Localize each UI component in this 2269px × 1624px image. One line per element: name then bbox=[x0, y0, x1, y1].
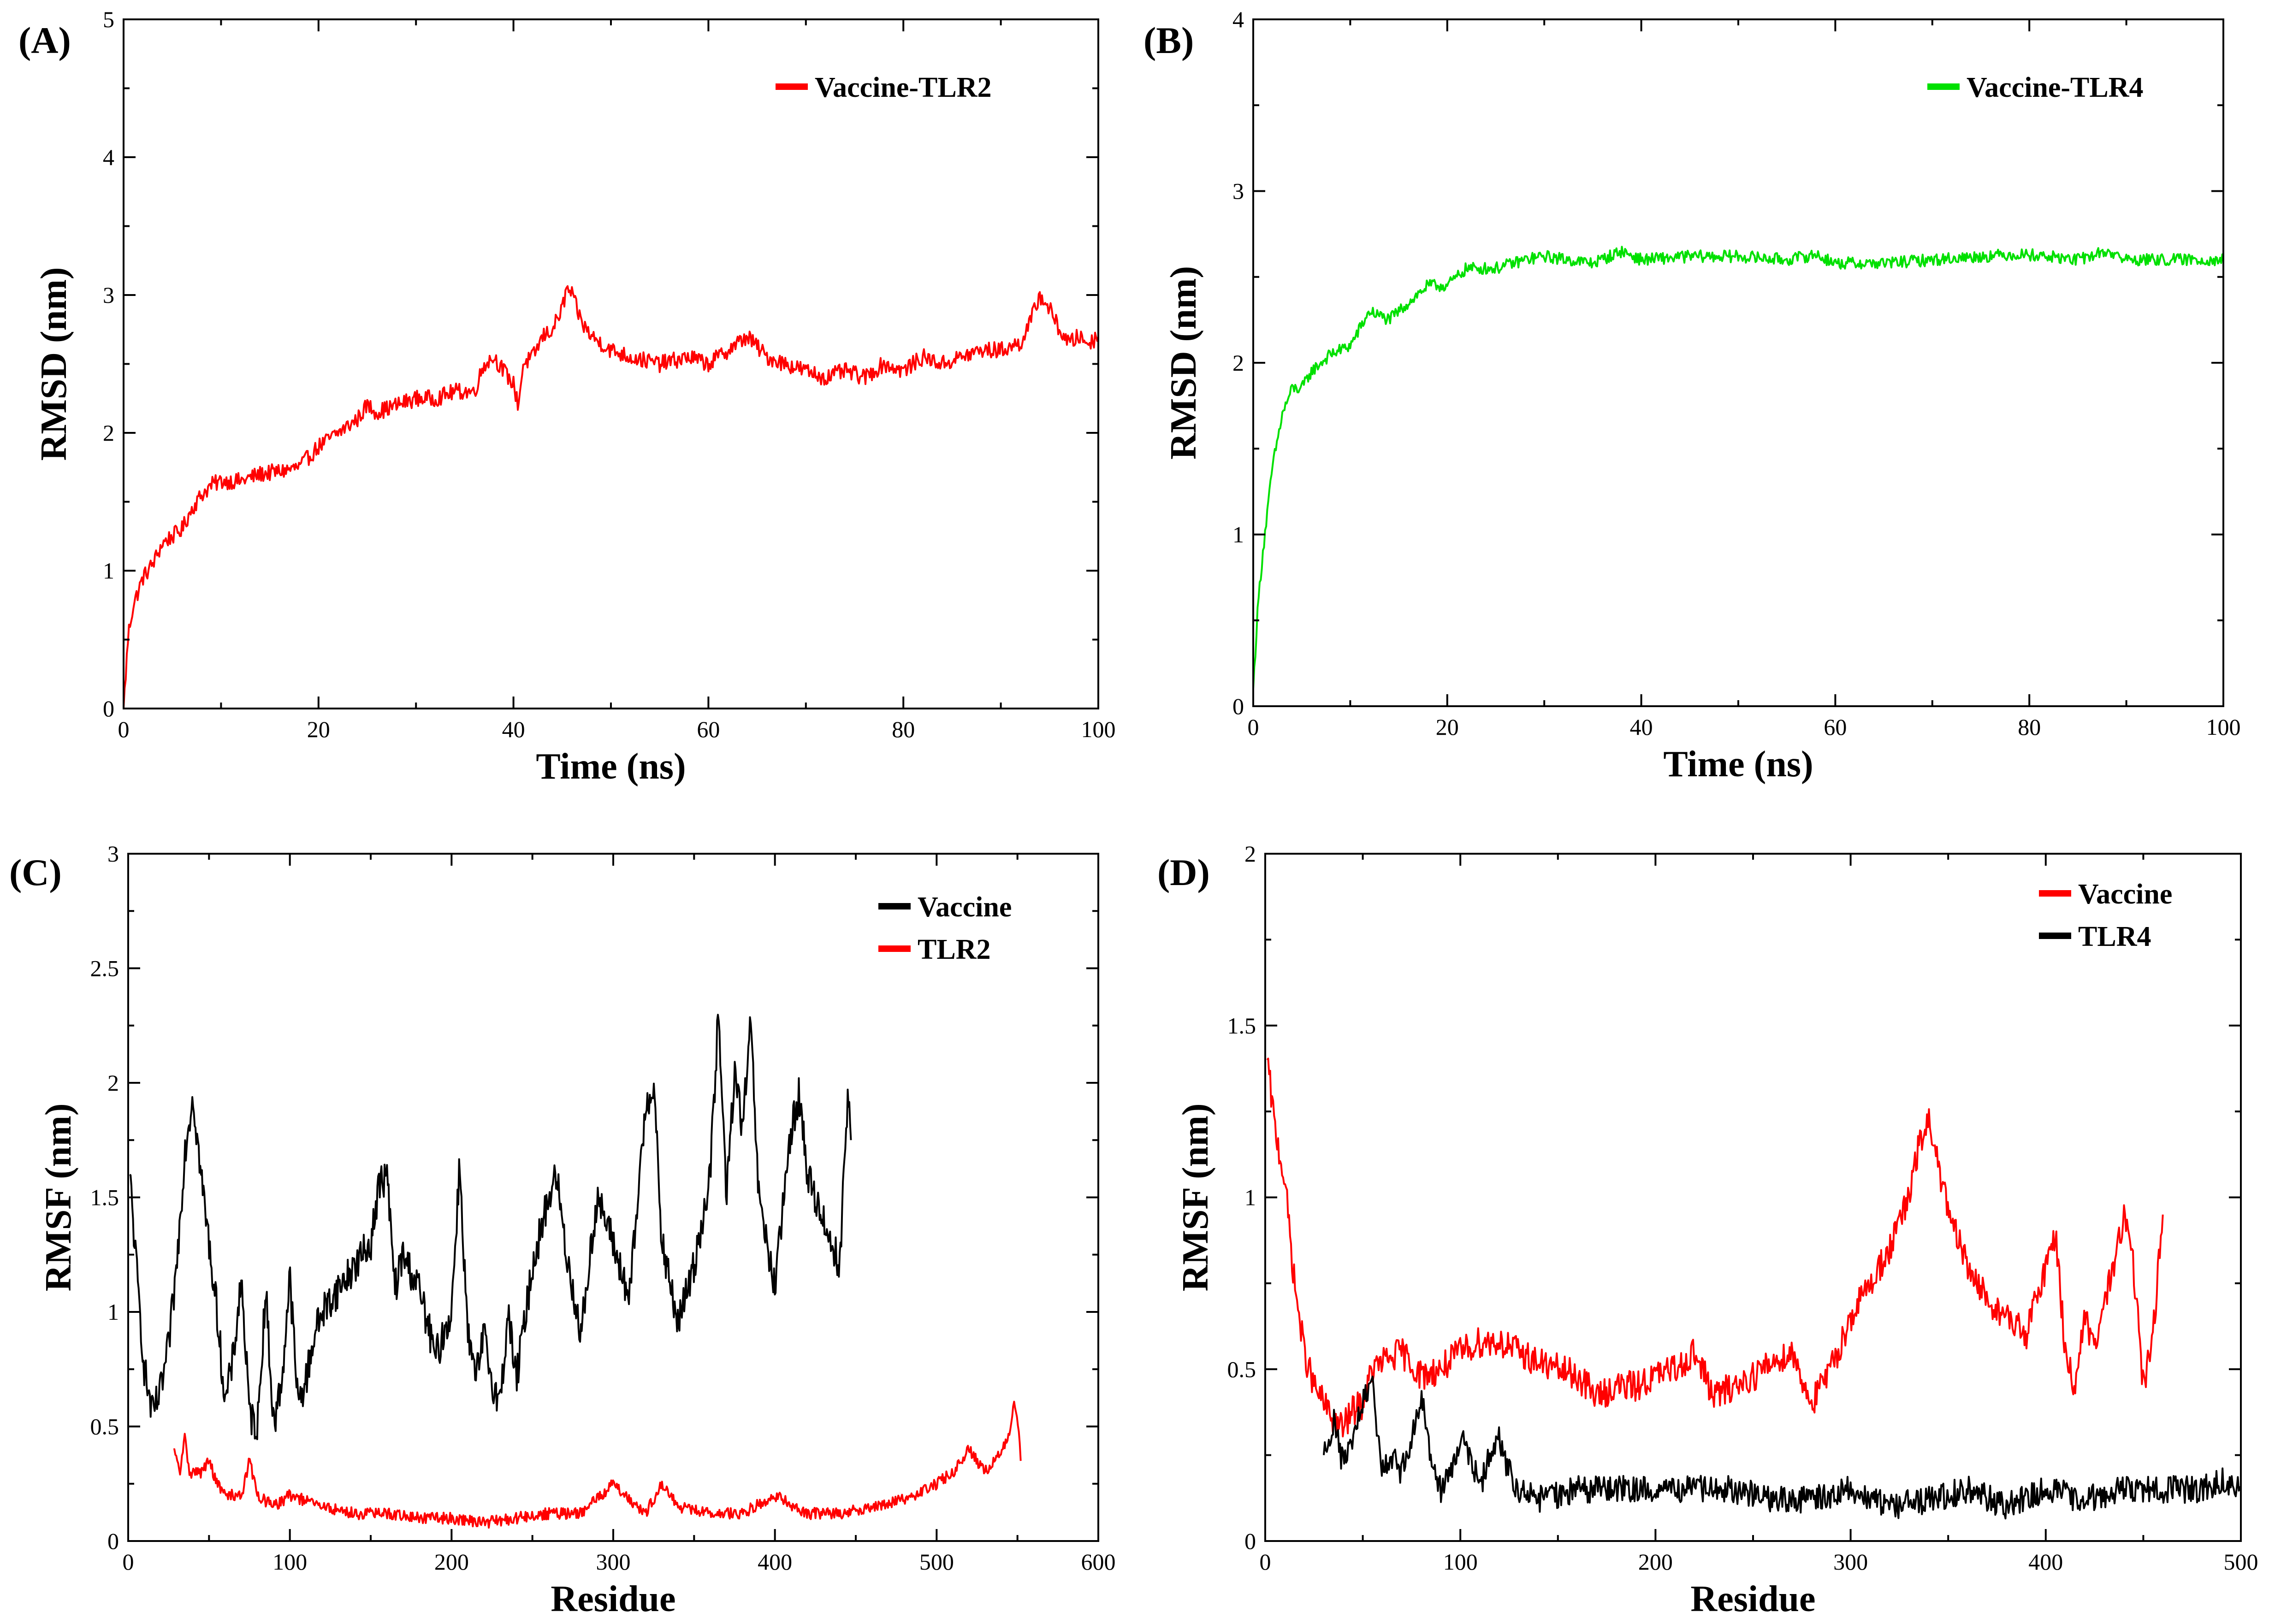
y-tick-label: 2 bbox=[107, 1070, 119, 1096]
y-tick-label: 0 bbox=[1244, 1528, 1256, 1554]
x-tick-label: 100 bbox=[273, 1549, 307, 1575]
y-tick-label: 1.5 bbox=[1227, 1013, 1256, 1039]
series-line-tlr2 bbox=[173, 1400, 1022, 1529]
x-axis-title: Time (ns) bbox=[536, 746, 686, 787]
panel-label: (A) bbox=[18, 19, 71, 61]
x-tick-label: 400 bbox=[2028, 1549, 2063, 1575]
x-tick-label: 60 bbox=[697, 716, 720, 742]
legend-entry: Vaccine-TLR2 bbox=[776, 72, 991, 103]
x-tick-label: 80 bbox=[892, 716, 915, 742]
legend-entry: TLR4 bbox=[2039, 921, 2151, 952]
legend-label: TLR2 bbox=[918, 934, 990, 965]
y-tick-label: 3 bbox=[107, 841, 119, 867]
y-tick-label: 0.5 bbox=[90, 1414, 119, 1440]
panel-label: (B) bbox=[1143, 19, 1194, 61]
y-tick-label: 4 bbox=[103, 144, 114, 170]
x-tick-label: 0 bbox=[1260, 1549, 1271, 1575]
x-tick-label: 80 bbox=[2018, 714, 2041, 740]
panel-3: (C) 0 100 200 300 400 500 600 0 0.5 1 1.5 2 2.5 3 Resid… bbox=[9, 841, 1116, 1619]
x-tick-label: 20 bbox=[1436, 714, 1459, 740]
x-tick-label: 40 bbox=[1630, 714, 1653, 740]
legend-label: Vaccine-TLR4 bbox=[1967, 72, 2143, 103]
y-tick-label: 0 bbox=[1232, 693, 1244, 719]
x-tick-label: 600 bbox=[1081, 1549, 1116, 1575]
y-tick-label: 1 bbox=[1232, 522, 1244, 548]
legend-entry: TLR2 bbox=[878, 934, 990, 965]
legend-label: TLR4 bbox=[2078, 921, 2151, 952]
y-tick-label: 2 bbox=[103, 420, 114, 446]
x-tick-label: 100 bbox=[1081, 716, 1116, 742]
panel-label: (C) bbox=[9, 851, 62, 893]
x-tick-label: 60 bbox=[1824, 714, 1847, 740]
x-tick-label: 0 bbox=[123, 1549, 134, 1575]
y-tick-label: 2.5 bbox=[90, 956, 119, 981]
y-tick-label: 1 bbox=[1244, 1185, 1256, 1211]
panel-4: (D) 0 100 200 300 400 500 0 0.5 1 1.5 2 Residue RMSF … bbox=[1157, 841, 2258, 1619]
legend-label: Vaccine bbox=[2078, 879, 2172, 910]
x-tick-label: 100 bbox=[2206, 714, 2241, 740]
y-tick-label: 1 bbox=[107, 1299, 119, 1325]
panel-1: (A) 0 20 40 60 80 100 0 1 2 3 4 5 Time (ns) RMSD (nm) V… bbox=[18, 6, 1116, 787]
y-axis-title: RMSD (nm) bbox=[34, 267, 74, 461]
panel-label: (D) bbox=[1157, 851, 1210, 893]
y-tick-label: 0 bbox=[107, 1528, 119, 1554]
legend-entry: Vaccine-TLR4 bbox=[1927, 72, 2143, 103]
x-tick-label: 300 bbox=[1833, 1549, 1868, 1575]
series-line-vaccine bbox=[1266, 1057, 2164, 1438]
x-tick-label: 500 bbox=[2224, 1549, 2258, 1575]
y-tick-label: 4 bbox=[1232, 6, 1244, 32]
y-tick-label: 3 bbox=[1232, 178, 1244, 204]
series-line-vaccine bbox=[129, 1014, 852, 1441]
legend-entry: Vaccine bbox=[2039, 879, 2172, 910]
x-tick-label: 40 bbox=[502, 716, 525, 742]
x-tick-label: 100 bbox=[1443, 1549, 1478, 1575]
y-tick-label: 0 bbox=[103, 696, 114, 721]
y-tick-label: 1.5 bbox=[90, 1185, 119, 1211]
x-axis-title: Residue bbox=[551, 1579, 675, 1619]
series-line-tlr4 bbox=[1323, 1376, 2241, 1520]
series-line-vaccine-tlr4 bbox=[1253, 246, 2223, 689]
y-tick-label: 0.5 bbox=[1227, 1356, 1256, 1382]
x-tick-label: 0 bbox=[1248, 714, 1259, 740]
y-axis-title: RMSD (nm) bbox=[1163, 266, 1204, 460]
x-axis-title: Time (ns) bbox=[1663, 744, 1813, 785]
series-line-vaccine-tlr2 bbox=[124, 285, 1098, 709]
x-axis-title: Residue bbox=[1690, 1579, 1815, 1619]
x-tick-label: 20 bbox=[307, 716, 330, 742]
legend-label: Vaccine-TLR2 bbox=[815, 72, 991, 103]
y-tick-label: 3 bbox=[103, 282, 114, 308]
y-axis-title: RMSF (nm) bbox=[1175, 1103, 1216, 1291]
x-tick-label: 500 bbox=[919, 1549, 954, 1575]
x-tick-label: 200 bbox=[434, 1549, 469, 1575]
y-tick-label: 2 bbox=[1232, 350, 1244, 376]
x-tick-label: 200 bbox=[1638, 1549, 1673, 1575]
legend-label: Vaccine bbox=[918, 892, 1012, 923]
x-tick-label: 400 bbox=[758, 1549, 792, 1575]
legend-entry: Vaccine bbox=[878, 892, 1012, 923]
x-tick-label: 0 bbox=[118, 716, 130, 742]
x-tick-label: 300 bbox=[596, 1549, 631, 1575]
y-axis-title: RMSF (nm) bbox=[38, 1103, 79, 1291]
panel-2: (B) 0 20 40 60 80 100 0 1 2 3 4 Time (ns) RMSD (nm) Va… bbox=[1143, 6, 2241, 785]
y-tick-label: 5 bbox=[103, 6, 114, 32]
y-tick-label: 2 bbox=[1244, 841, 1256, 867]
y-tick-label: 1 bbox=[103, 558, 114, 584]
